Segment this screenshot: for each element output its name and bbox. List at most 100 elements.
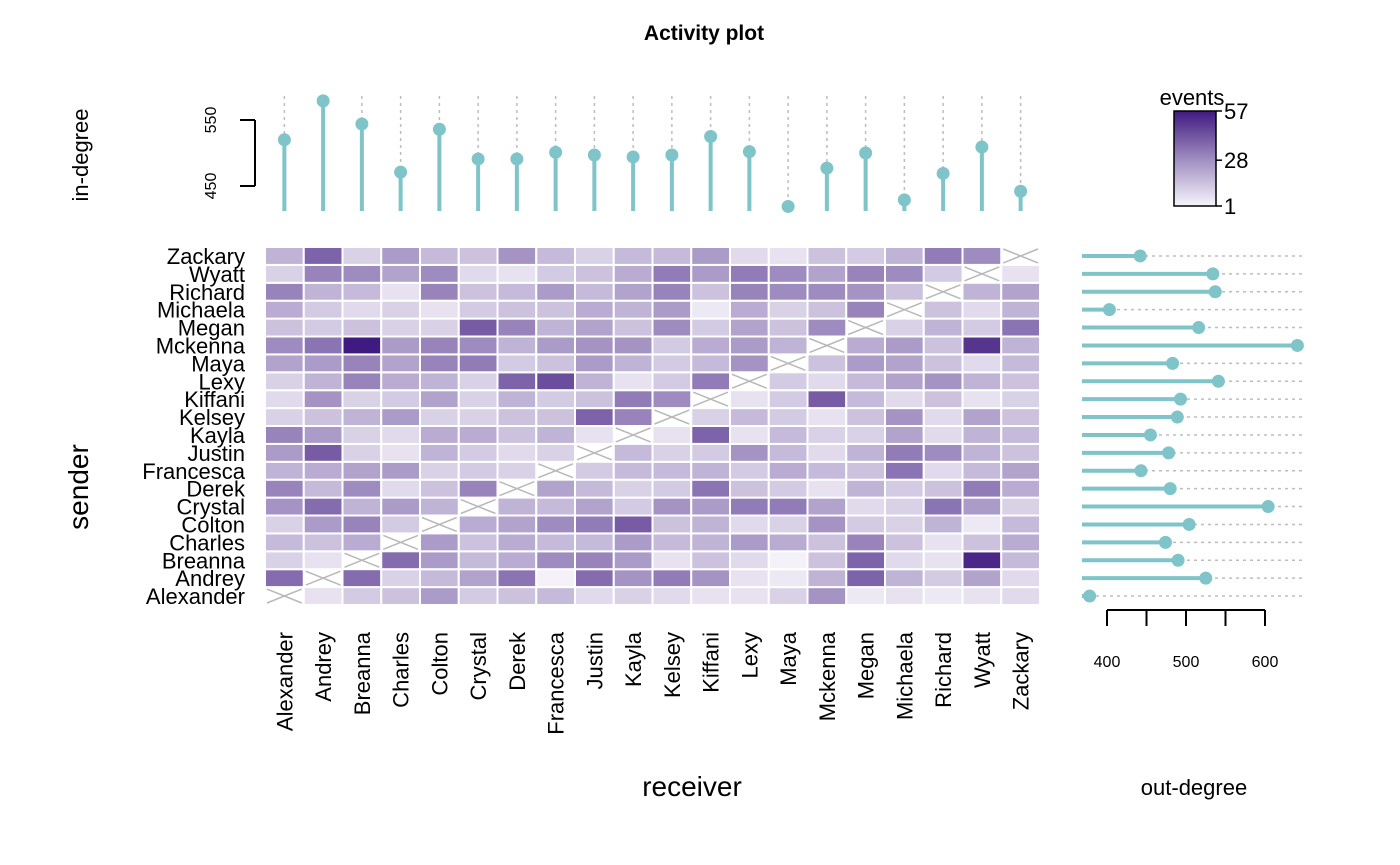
heatmap-cell — [922, 371, 964, 392]
heatmap-cell — [806, 550, 848, 571]
heatmap-cell — [961, 425, 1003, 445]
diagonal-cross — [964, 266, 1000, 282]
heatmap-cell — [884, 568, 925, 589]
heatmap-cell — [380, 299, 421, 320]
heatmap-cell — [496, 407, 538, 428]
receiver-label: Kelsey — [660, 632, 685, 698]
heatmap-cell — [961, 299, 1003, 320]
sender-label: Colton — [181, 512, 245, 537]
heatmap-cell — [302, 442, 344, 463]
heatmap-cell — [729, 442, 770, 463]
heatmap-cell — [302, 460, 344, 481]
heatmap-cell — [806, 442, 848, 463]
out-degree-point — [1158, 535, 1172, 549]
diagonal-cross — [770, 355, 806, 371]
heatmap-cell — [922, 299, 964, 320]
heatmap-cell — [302, 550, 344, 571]
heatmap-cell — [767, 586, 809, 606]
heatmap-cell — [767, 478, 809, 499]
heatmap-cell — [496, 532, 538, 553]
heatmap-cell — [496, 317, 538, 338]
heatmap-cell — [845, 407, 886, 428]
heatmap-cell — [961, 246, 1003, 266]
heatmap-cell — [264, 460, 305, 481]
heatmap-cell — [574, 425, 615, 445]
heatmap-cell — [302, 407, 344, 428]
heatmap-cell — [806, 514, 848, 535]
receiver-label: Colton — [427, 632, 452, 696]
heatmap-cell — [884, 335, 925, 356]
in-degree-point — [936, 166, 950, 180]
diagonal-cross — [460, 498, 496, 515]
heatmap-cell — [961, 317, 1003, 338]
heatmap-cell — [302, 514, 344, 535]
heatmap-cell — [419, 335, 460, 356]
heatmap-cell — [729, 281, 770, 302]
heatmap-cell — [1000, 353, 1041, 374]
in-degree-point — [897, 193, 911, 207]
heatmap-cell — [845, 281, 886, 302]
heatmap-cell — [341, 514, 383, 535]
out-degree-plot: 400 500 600 — [1082, 249, 1304, 671]
heatmap-cell — [690, 514, 731, 535]
diagonal-cross — [692, 391, 729, 407]
diagonal-cross — [925, 284, 961, 300]
heatmap-cell — [264, 299, 305, 320]
heatmap-cell — [922, 389, 964, 410]
legend-tick-label: 57 — [1224, 99, 1248, 124]
heatmap-cell — [1000, 281, 1041, 302]
heatmap-cell — [419, 568, 460, 589]
sender-labels: AlexanderAndreyBreannaCharlesColtonCryst… — [142, 244, 246, 609]
heatmap-cell — [729, 299, 770, 320]
in-degree-point — [975, 140, 989, 154]
heatmap-cell — [302, 335, 344, 356]
in-degree-point — [510, 152, 524, 166]
heatmap-cell — [457, 246, 499, 266]
heatmap-cell — [302, 263, 344, 284]
sender-label: Alexander — [146, 584, 245, 609]
out-degree-axis-title: out-degree — [1141, 775, 1247, 800]
heatmap-cell — [457, 389, 499, 410]
heatmap-cell — [380, 478, 421, 499]
heatmap-cell — [845, 442, 886, 463]
heatmap-cell — [574, 299, 615, 320]
heatmap-cell — [612, 532, 654, 553]
out-degree-point — [1083, 589, 1097, 603]
heatmap-cell — [922, 586, 964, 606]
heatmap-cell — [612, 550, 654, 571]
heatmap-cell — [457, 263, 499, 284]
heatmap-cell — [496, 246, 538, 266]
heatmap-cell — [341, 371, 383, 392]
heatmap-cell — [535, 532, 576, 553]
heatmap-cell — [729, 460, 770, 481]
heatmap-cell — [651, 442, 693, 463]
receiver-label: Kayla — [621, 631, 646, 687]
heatmap-cell — [767, 263, 809, 284]
heatmap-cell — [845, 460, 886, 481]
diagonal-cross — [344, 552, 380, 568]
heatmap-cell — [380, 263, 421, 284]
heatmap-cell — [574, 407, 615, 428]
heatmap-cell — [574, 460, 615, 481]
diagonal-cross — [266, 588, 303, 604]
heatmap-cell — [884, 425, 925, 445]
heatmap-cell — [767, 460, 809, 481]
heatmap-cell — [341, 460, 383, 481]
heatmap-cell — [341, 425, 383, 445]
heatmap-cell — [264, 442, 305, 463]
out-degree-point — [1173, 392, 1187, 406]
heatmap-cell — [535, 353, 576, 374]
heatmap-cell — [302, 478, 344, 499]
heatmap-cell — [767, 514, 809, 535]
heatmap-cell — [884, 460, 925, 481]
heatmap-cell — [961, 496, 1003, 517]
heatmap-cell — [729, 478, 770, 499]
heatmap-cell — [496, 425, 538, 445]
receiver-label: Derek — [505, 631, 530, 691]
heatmap-cell — [612, 299, 654, 320]
heatmap-cell — [496, 281, 538, 302]
heatmap-cell — [496, 460, 538, 481]
diagonal-cross — [537, 463, 574, 479]
heatmap-cell — [457, 514, 499, 535]
heatmap-cell — [457, 550, 499, 571]
